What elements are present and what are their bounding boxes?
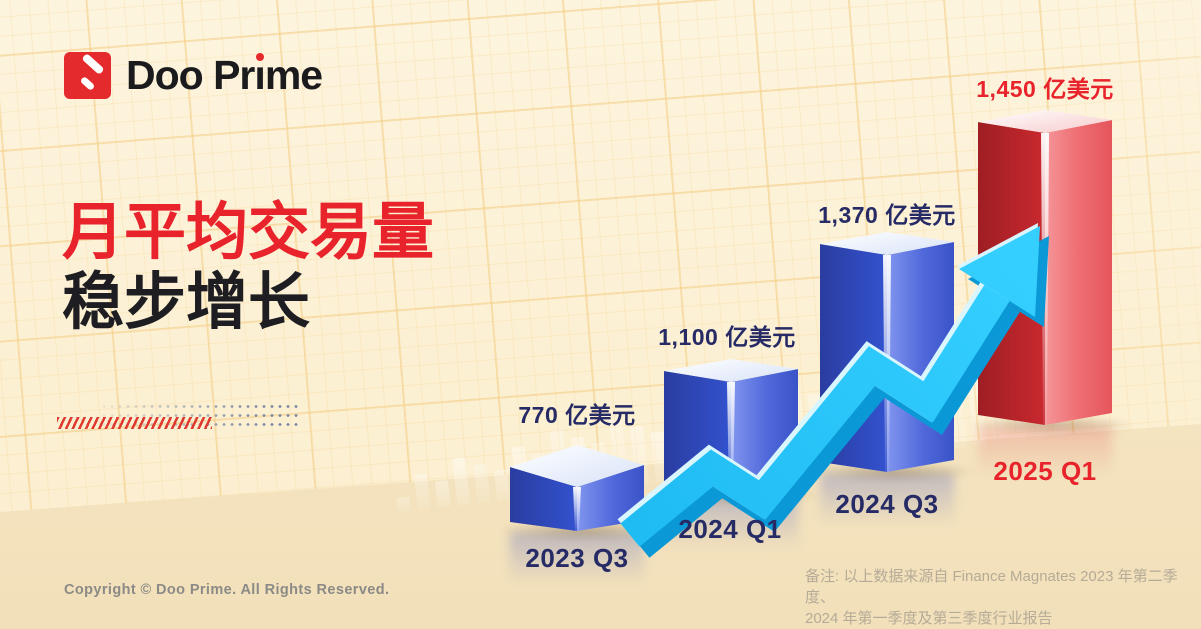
category-label-2023-q3: 2023 Q3 bbox=[525, 543, 629, 573]
wordmark-red-dot bbox=[256, 53, 265, 61]
doo-prime-logo-icon bbox=[64, 52, 111, 99]
bar-reflection bbox=[820, 474, 954, 538]
logo-slash-icon bbox=[79, 75, 96, 92]
bar-2023-q3 bbox=[510, 445, 644, 531]
category-label-2024-q3: 2024 Q3 bbox=[835, 489, 939, 519]
category-label-2025-q1: 2025 Q1 bbox=[993, 456, 1097, 486]
title-line-1: 月平均交易量 bbox=[62, 198, 435, 267]
bar-reflection bbox=[978, 427, 1112, 491]
footnote-line-1: 备注: 以上数据来源自 Finance Magnates 2023 年第二季度、 bbox=[805, 568, 1178, 606]
title-line-2: 稳步增长 bbox=[62, 268, 311, 338]
logo-slash-icon bbox=[81, 52, 105, 76]
data-source-footnote: 备注: 以上数据来源自 Finance Magnates 2023 年第二季度、… bbox=[805, 566, 1195, 629]
value-label-2024-q1: 1,100 亿美元 bbox=[658, 324, 796, 350]
value-label-2023-q3: 770 亿美元 bbox=[518, 402, 636, 428]
value-label-2025-q1: 1,450 亿美元 bbox=[976, 76, 1114, 102]
copyright-text: Copyright © Doo Prime. All Rights Reserv… bbox=[64, 582, 390, 598]
value-label-2024-q3: 1,370 亿美元 bbox=[818, 202, 956, 228]
bar-reflection bbox=[510, 533, 644, 597]
growth-arrow-icon bbox=[617, 223, 1049, 558]
footnote-line-2: 2024 年第一季度及第三季度行业报告 bbox=[805, 610, 1053, 627]
hatch-stripe bbox=[57, 417, 212, 429]
brand-wordmark: Doo Prı me bbox=[126, 52, 323, 98]
category-label-2024-q1: 2024 Q1 bbox=[678, 514, 782, 544]
brand-logo: Doo Prı me bbox=[64, 52, 323, 99]
page-title: 月平均交易量 稳步增长 bbox=[62, 198, 434, 338]
